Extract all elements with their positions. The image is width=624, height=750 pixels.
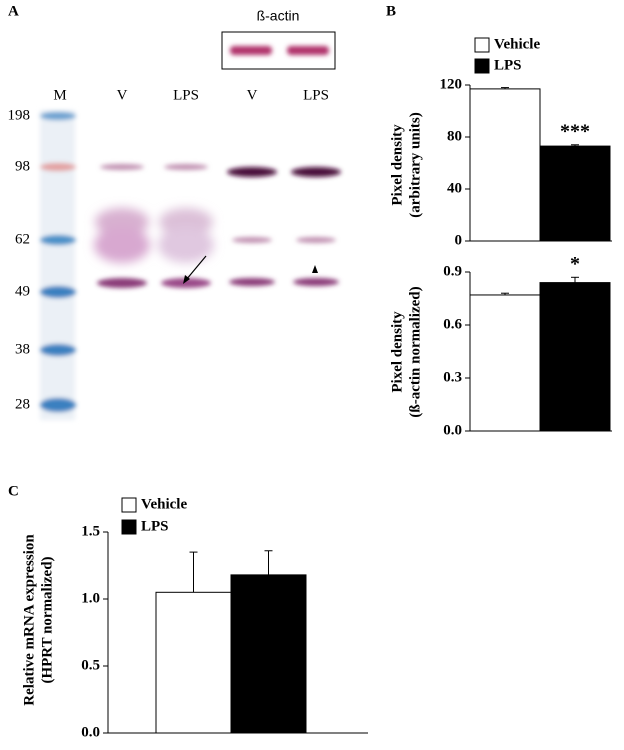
legend-label: LPS xyxy=(494,57,522,73)
y-tick-label: 1.5 xyxy=(81,523,100,539)
y-tick-label: 0.0 xyxy=(443,422,462,438)
marker-label: 98 xyxy=(15,158,30,174)
panel-label: B xyxy=(386,3,396,19)
significance: *** xyxy=(560,120,590,142)
bar xyxy=(469,294,541,432)
y-tick-label: 0.6 xyxy=(443,316,462,332)
legend-label: Vehicle xyxy=(141,496,187,512)
lane-label: V xyxy=(247,87,258,103)
y-tick-label: 0.5 xyxy=(81,657,100,673)
y-axis-label: (arbitrary units) xyxy=(407,112,423,217)
legend-swatch xyxy=(474,37,490,53)
y-tick-label: 0.9 xyxy=(443,263,462,279)
lane-label: M xyxy=(53,87,66,103)
inset-bands xyxy=(230,46,329,55)
legend-label: Vehicle xyxy=(494,36,540,52)
y-tick-label: 40 xyxy=(447,180,462,196)
marker-label: 49 xyxy=(15,283,30,299)
marker-label: 38 xyxy=(15,341,30,357)
inset-title: ß-actin xyxy=(257,8,300,24)
legend-swatch xyxy=(121,497,137,513)
lane-label: LPS xyxy=(173,87,199,103)
panel-label: C xyxy=(8,483,19,499)
bar xyxy=(155,591,232,734)
bar xyxy=(469,88,541,242)
bar xyxy=(539,145,611,242)
y-tick-label: 0.3 xyxy=(443,369,462,385)
bar xyxy=(539,282,611,432)
marker-label: 62 xyxy=(15,231,30,247)
significance: * xyxy=(570,253,580,275)
bar xyxy=(230,574,307,734)
panel-label: A xyxy=(8,3,19,19)
y-tick-label: 120 xyxy=(440,76,463,92)
y-axis-label: Pixel density xyxy=(389,311,405,393)
marker-label: 28 xyxy=(15,396,30,412)
legend-swatch xyxy=(474,58,490,74)
y-tick-label: 80 xyxy=(447,128,462,144)
y-axis-label: (ß-actin normalized) xyxy=(407,286,423,417)
y-tick-label: 0 xyxy=(455,232,463,248)
lane-label: LPS xyxy=(303,87,329,103)
y-axis-label: Relative mRNA expression xyxy=(21,534,37,706)
legend-label: LPS xyxy=(141,518,169,534)
marker-label: 198 xyxy=(8,107,31,123)
y-tick-label: 0.0 xyxy=(81,724,100,740)
y-axis-label: Pixel density xyxy=(389,124,405,206)
y-tick-label: 1.0 xyxy=(81,590,100,606)
legend-swatch xyxy=(121,519,137,535)
y-axis-label: (HPRT normalized) xyxy=(39,556,55,683)
lane-label: V xyxy=(117,87,128,103)
gel-image xyxy=(40,110,341,420)
